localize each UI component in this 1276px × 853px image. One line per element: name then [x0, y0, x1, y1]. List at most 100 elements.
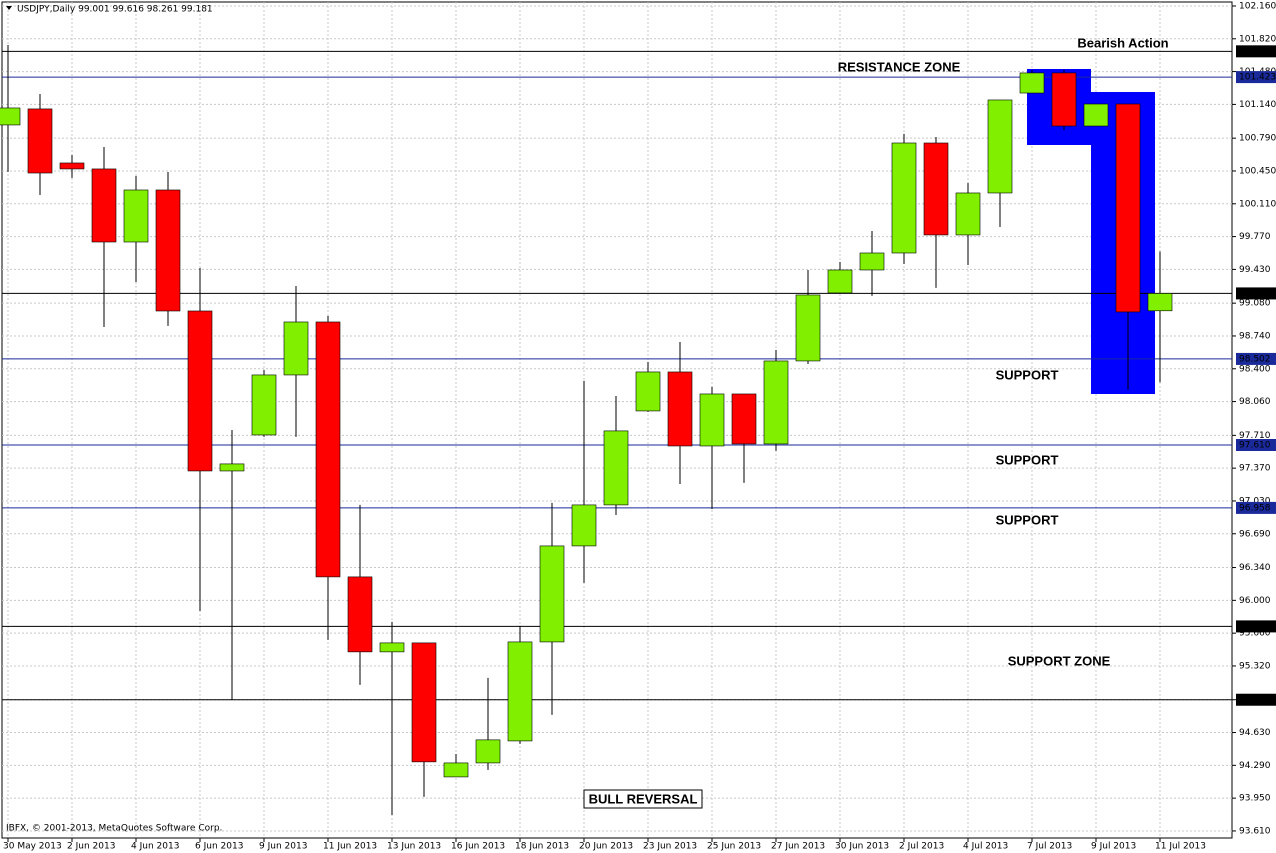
- level-label: 98.502: [1239, 354, 1271, 364]
- y-tick-label: 96.340: [1239, 563, 1271, 573]
- y-tick-label: 100.790: [1239, 134, 1276, 144]
- x-tick-label: 9 Jul 2013: [1091, 842, 1136, 852]
- candle-body: [891, 142, 917, 254]
- y-tick-label: 96.690: [1239, 529, 1271, 539]
- x-tick-label: 11 Jun 2013: [323, 842, 377, 852]
- x-tick-label: 2 Jul 2013: [899, 842, 944, 852]
- x-tick-label: 4 Jun 2013: [131, 842, 179, 852]
- x-tick-label: 6 Jun 2013: [195, 842, 243, 852]
- annotation: RESISTANCE ZONE: [838, 59, 961, 74]
- candle-body: [475, 739, 501, 764]
- annotation: BULL REVERSAL: [589, 791, 698, 806]
- y-tick-label: 95.320: [1239, 661, 1271, 671]
- level-label: 101.423: [1239, 73, 1276, 83]
- x-tick-label: 7 Jul 2013: [1027, 842, 1072, 852]
- level-label: 94.970: [1239, 695, 1271, 705]
- candle-body: [1115, 103, 1141, 313]
- candle-body: [27, 108, 53, 174]
- y-tick-label: 98.740: [1239, 331, 1271, 341]
- level-label-box: [1236, 620, 1276, 633]
- x-tick-label: 13 Jun 2013: [387, 842, 441, 852]
- footer: IBFX, © 2001-2013, MetaQuotes Software C…: [6, 824, 222, 834]
- level-label: 101.690: [1239, 47, 1276, 57]
- x-tick-label: 30 Jun 2013: [835, 842, 889, 852]
- candle-body: [507, 641, 533, 742]
- candle-body: [0, 107, 21, 126]
- y-tick-label: 98.060: [1239, 397, 1271, 407]
- x-tick-label: 27 Jun 2013: [771, 842, 825, 852]
- candles: [0, 44, 1173, 815]
- candle-body: [187, 310, 213, 472]
- y-tick-label: 94.290: [1239, 761, 1271, 771]
- y-tick-label: 95.660: [1239, 629, 1271, 639]
- y-tick-label: 100.110: [1239, 199, 1276, 209]
- y-tick-label: 96.000: [1239, 596, 1271, 606]
- candle-body: [219, 463, 245, 472]
- candle-body: [667, 371, 693, 447]
- candle-body: [827, 269, 853, 294]
- level-label-box: [1236, 501, 1276, 514]
- axis: 102.160101.820101.480101.140100.790100.4…: [3, 1, 1276, 852]
- candle-body: [411, 642, 437, 763]
- level-label-box: [1236, 439, 1276, 452]
- y-tick-label: 101.820: [1239, 34, 1276, 44]
- candle-body: [571, 504, 597, 547]
- y-tick-label: 99.770: [1239, 232, 1271, 242]
- candle-body: [283, 321, 309, 376]
- level-label-box: [1236, 693, 1276, 706]
- level-label: 96.958: [1239, 503, 1271, 513]
- candle-body: [603, 430, 629, 506]
- annotation: SUPPORT ZONE: [1008, 653, 1111, 668]
- candle-body: [1051, 72, 1077, 127]
- candle-body: [635, 371, 661, 412]
- x-tick-label: 25 Jun 2013: [707, 842, 761, 852]
- y-tick-label: 94.630: [1239, 728, 1271, 738]
- x-tick-label: 11 Jul 2013: [1155, 842, 1206, 852]
- x-tick-label: 18 Jun 2013: [515, 842, 569, 852]
- candle-body: [1147, 293, 1173, 312]
- annotation: SUPPORT: [996, 512, 1059, 527]
- menu-icon: [6, 6, 12, 10]
- y-tick-label: 102.160: [1239, 1, 1276, 11]
- candle-body: [443, 762, 469, 778]
- level-label-box: [1236, 352, 1276, 365]
- candle-body: [123, 189, 149, 243]
- annotation: SUPPORT: [996, 367, 1059, 382]
- y-tick-label: 98.400: [1239, 364, 1271, 374]
- y-tick-label: 99.080: [1239, 299, 1271, 309]
- candle-body: [923, 142, 949, 236]
- x-tick-label: 16 Jun 2013: [451, 842, 505, 852]
- annotation-box: [583, 789, 703, 809]
- candle-body: [955, 192, 981, 236]
- candle-body: [1019, 72, 1045, 94]
- x-tick-label: 9 Jun 2013: [259, 842, 307, 852]
- candle-body: [763, 360, 789, 445]
- candle-body: [91, 168, 117, 243]
- chart-title: USDJPY,Daily 99.001 99.616 98.261 99.181: [17, 5, 213, 15]
- candle-body: [859, 252, 885, 271]
- y-tick-label: 93.950: [1239, 794, 1271, 804]
- annotation: SUPPORT: [996, 452, 1059, 467]
- candle-body: [155, 189, 181, 312]
- candle-body: [795, 294, 821, 362]
- level-label: 99.181: [1239, 289, 1271, 299]
- candle-body: [379, 642, 405, 653]
- candle-body: [1083, 103, 1109, 127]
- x-tick-label: 23 Jun 2013: [643, 842, 697, 852]
- candle-body: [59, 162, 85, 170]
- y-tick-label: 97.370: [1239, 464, 1271, 474]
- x-tick-label: 4 Jul 2013: [963, 842, 1008, 852]
- y-tick-label: 97.030: [1239, 496, 1271, 506]
- candle-body: [539, 545, 565, 643]
- annotation: Bearish Action: [1077, 35, 1168, 50]
- level-label-box: [1236, 287, 1276, 300]
- y-tick-label: 100.450: [1239, 166, 1276, 176]
- candle-body: [315, 321, 341, 578]
- candle-body: [699, 393, 725, 447]
- level-label-box: [1236, 45, 1276, 58]
- level-label: 95.730: [1239, 622, 1271, 632]
- x-tick-label: 2 Jun 2013: [67, 842, 115, 852]
- candle-body: [987, 99, 1013, 194]
